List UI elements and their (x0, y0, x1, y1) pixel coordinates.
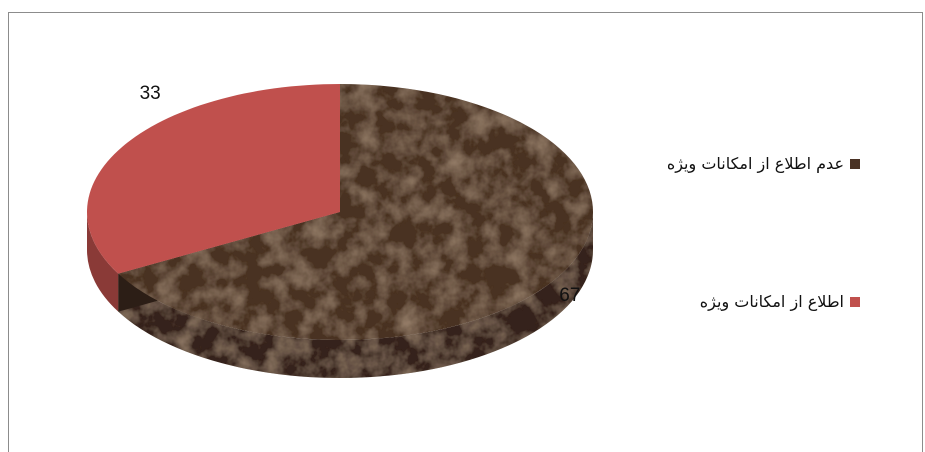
data-label-1: 33 (140, 83, 161, 104)
legend-item-awareness: اطلاع از امکانات ویژه (700, 292, 860, 311)
chart-frame (8, 12, 923, 452)
legend-label: عدم اطلاع از امکانات ویژه (666, 154, 844, 173)
pie-side-1 (87, 212, 119, 312)
data-label-0: 67 (559, 285, 580, 306)
legend-item-no-awareness: عدم اطلاع از امکانات ویژه (667, 154, 860, 173)
legend: عدم اطلاع از امکانات ویژه اطلاع از امکان… (600, 0, 900, 449)
pie-side-0 (118, 212, 594, 378)
pie-slice-1 (87, 84, 340, 274)
pie-slice-0 (118, 84, 594, 340)
legend-swatch-brown (850, 158, 860, 169)
legend-label: اطلاع از امکانات ویژه (699, 292, 844, 311)
legend-swatch-red (850, 296, 860, 307)
